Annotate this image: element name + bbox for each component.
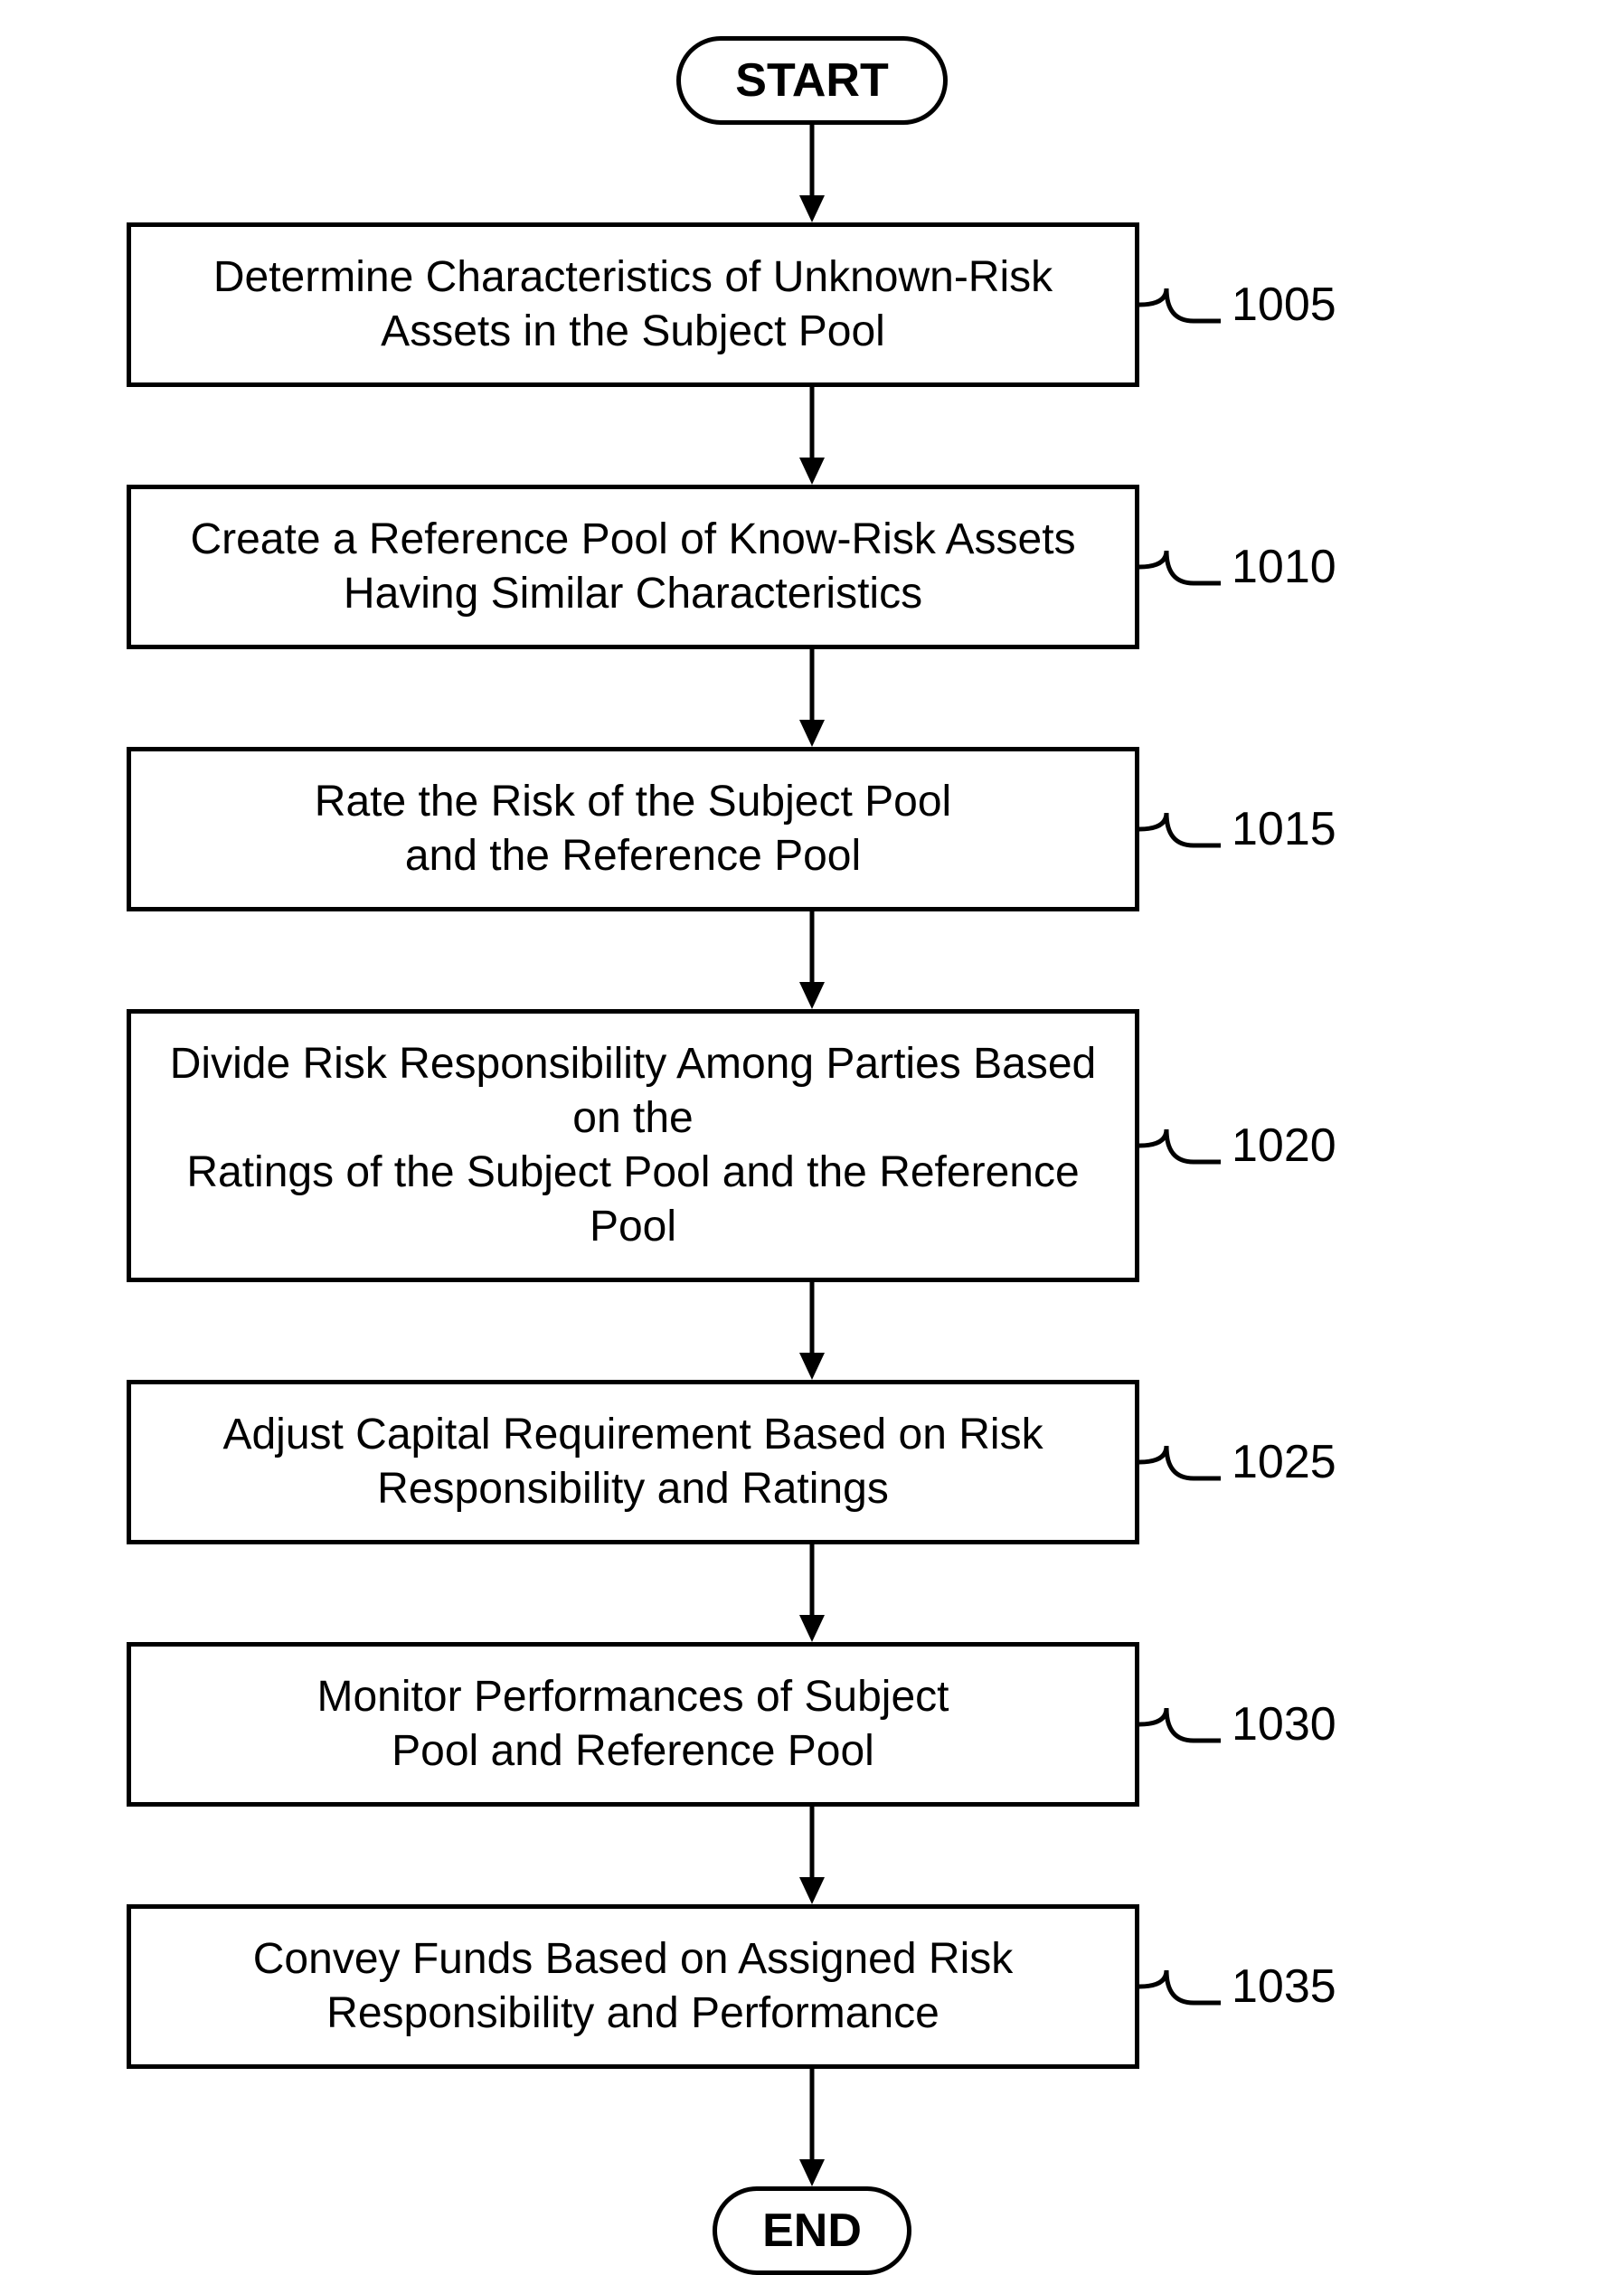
center-column — [306, 911, 1318, 1009]
process-box-1020: Divide Risk Responsibility Among Parties… — [127, 1009, 1139, 1282]
center-column: START — [306, 36, 1318, 222]
bracket-icon — [1139, 1435, 1221, 1489]
center-column: END — [306, 2069, 1318, 2275]
process-text: Convey Funds Based on Assigned Risk — [253, 1932, 1013, 1987]
process-text: and the Reference Pool — [405, 829, 861, 883]
start-label: START — [735, 54, 888, 107]
process-box-1015: Rate the Risk of the Subject Pool and th… — [127, 747, 1139, 911]
process-text: Divide Risk Responsibility Among Parties… — [149, 1037, 1117, 1146]
process-box-1035: Convey Funds Based on Assigned Risk Resp… — [127, 1904, 1139, 2069]
process-row: Adjust Capital Requirement Based on Risk… — [127, 1380, 1497, 1544]
label-connector: 1005 — [1139, 278, 1336, 332]
bracket-icon — [1139, 540, 1221, 594]
arrow-down-icon — [794, 1282, 830, 1380]
bracket-icon — [1139, 278, 1221, 332]
arrow-down-icon — [794, 911, 830, 1009]
label-connector: 1030 — [1139, 1697, 1336, 1751]
process-text: Determine Characteristics of Unknown-Ris… — [213, 250, 1053, 305]
process-text: Having Similar Characteristics — [344, 567, 922, 621]
process-text: Rate the Risk of the Subject Pool — [315, 775, 951, 829]
step-id-label: 1025 — [1232, 1435, 1336, 1489]
label-connector: 1035 — [1139, 1959, 1336, 2014]
step-id-label: 1010 — [1232, 540, 1336, 594]
process-text: Create a Reference Pool of Know-Risk Ass… — [190, 513, 1075, 567]
center-column — [306, 1282, 1318, 1380]
center-column — [306, 649, 1318, 747]
process-text: Ratings of the Subject Pool and the Refe… — [149, 1146, 1117, 1254]
process-box-1030: Monitor Performances of Subject Pool and… — [127, 1642, 1139, 1807]
label-connector: 1025 — [1139, 1435, 1336, 1489]
step-id-label: 1030 — [1232, 1697, 1336, 1751]
process-text: Assets in the Subject Pool — [381, 305, 885, 359]
process-text: Pool and Reference Pool — [392, 1724, 874, 1779]
process-box-1025: Adjust Capital Requirement Based on Risk… — [127, 1380, 1139, 1544]
bracket-icon — [1139, 1697, 1221, 1751]
bracket-icon — [1139, 1959, 1221, 2014]
arrow-down-icon — [794, 1544, 830, 1642]
bracket-icon — [1139, 802, 1221, 856]
process-text: Adjust Capital Requirement Based on Risk — [222, 1408, 1043, 1462]
arrow-down-icon — [794, 649, 830, 747]
label-connector: 1010 — [1139, 540, 1336, 594]
process-box-1005: Determine Characteristics of Unknown-Ris… — [127, 222, 1139, 387]
process-text: Monitor Performances of Subject — [317, 1670, 949, 1724]
process-row: Create a Reference Pool of Know-Risk Ass… — [127, 485, 1497, 649]
process-row: Determine Characteristics of Unknown-Ris… — [127, 222, 1497, 387]
arrow-down-icon — [794, 125, 830, 222]
end-label: END — [762, 2204, 862, 2257]
process-row: Divide Risk Responsibility Among Parties… — [127, 1009, 1497, 1282]
process-row: Convey Funds Based on Assigned Risk Resp… — [127, 1904, 1497, 2069]
arrow-down-icon — [794, 387, 830, 485]
center-column — [306, 387, 1318, 485]
bracket-icon — [1139, 1119, 1221, 1173]
start-terminal: START — [676, 36, 947, 125]
end-terminal: END — [713, 2186, 911, 2275]
center-column — [306, 1807, 1318, 1904]
label-connector: 1020 — [1139, 1119, 1336, 1173]
process-box-1010: Create a Reference Pool of Know-Risk Ass… — [127, 485, 1139, 649]
process-text: Responsibility and Ratings — [377, 1462, 889, 1516]
process-row: Monitor Performances of Subject Pool and… — [127, 1642, 1497, 1807]
process-text: Responsibility and Performance — [326, 1987, 939, 2041]
center-column — [306, 1544, 1318, 1642]
arrow-down-icon — [794, 2069, 830, 2186]
flowchart-container: START Determine Characteristics of Unkno… — [127, 36, 1497, 2275]
process-row: Rate the Risk of the Subject Pool and th… — [127, 747, 1497, 911]
arrow-down-icon — [794, 1807, 830, 1904]
step-id-label: 1020 — [1232, 1119, 1336, 1173]
label-connector: 1015 — [1139, 802, 1336, 856]
step-id-label: 1035 — [1232, 1959, 1336, 2014]
step-id-label: 1015 — [1232, 802, 1336, 856]
step-id-label: 1005 — [1232, 278, 1336, 332]
